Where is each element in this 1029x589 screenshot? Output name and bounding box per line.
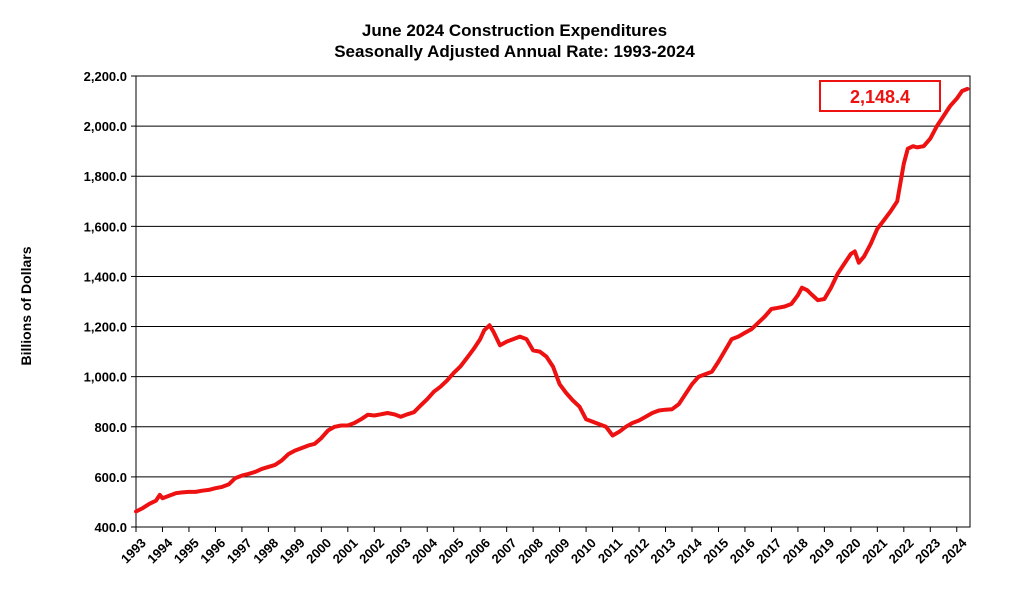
chart-title-block: June 2024 Construction Expenditures Seas… bbox=[0, 20, 1029, 62]
x-tick-label: 2015 bbox=[700, 535, 731, 566]
x-tick-label: 2005 bbox=[436, 535, 467, 566]
y-tick-label: 1,800.0 bbox=[84, 169, 127, 184]
y-tick-label: 1,000.0 bbox=[84, 370, 127, 385]
series-line bbox=[134, 86, 970, 514]
annotation-box bbox=[819, 80, 941, 112]
x-tick-label: 2006 bbox=[462, 535, 493, 566]
x-tick-label: 2002 bbox=[356, 535, 387, 566]
x-tick-label: 2020 bbox=[833, 535, 864, 566]
x-tick-label: 1995 bbox=[171, 535, 202, 566]
x-tick-label: 2007 bbox=[489, 535, 520, 566]
y-axis-ticks: 400.0 600.0 800.0 1,000.0 1,200.0 1,400.0 1,60… bbox=[84, 69, 136, 535]
x-tick-label: 2009 bbox=[541, 535, 572, 566]
x-tick-label: 2008 bbox=[515, 535, 546, 566]
y-tick-label: 600.0 bbox=[94, 470, 127, 485]
x-axis-ticks: 1993199419951996199719981999200020012002… bbox=[118, 527, 970, 566]
x-tick-label: 2001 bbox=[330, 535, 361, 566]
gridlines bbox=[136, 125, 970, 478]
x-tick-label: 2013 bbox=[647, 535, 678, 566]
x-tick-label: 2014 bbox=[674, 535, 706, 567]
x-tick-label: 2003 bbox=[383, 535, 414, 566]
plot-frame bbox=[135, 75, 971, 528]
y-tick-label: 2,200.0 bbox=[84, 69, 127, 84]
x-tick-label: 2012 bbox=[621, 535, 652, 566]
x-tick-label: 1994 bbox=[144, 535, 176, 567]
x-tick-label: 1993 bbox=[118, 535, 149, 566]
x-tick-label: 2019 bbox=[806, 535, 837, 566]
y-tick-label: 400.0 bbox=[94, 520, 127, 535]
x-tick-label: 1999 bbox=[277, 535, 308, 566]
x-tick-label: 2021 bbox=[859, 535, 890, 566]
y-tick-label: 1,400.0 bbox=[84, 269, 127, 284]
x-tick-label: 2016 bbox=[727, 535, 758, 566]
chart-title: June 2024 Construction Expenditures bbox=[361, 21, 668, 40]
annotation-value: 2,148.4 bbox=[850, 87, 910, 107]
y-tick-label: 1,600.0 bbox=[84, 219, 127, 234]
x-tick-label: 2024 bbox=[939, 535, 971, 567]
x-tick-label: 2000 bbox=[303, 535, 334, 566]
y-tick-label: 2,000.0 bbox=[84, 119, 127, 134]
x-tick-label: 2017 bbox=[753, 535, 784, 566]
chart-subtitle: Seasonally Adjusted Annual Rate: 1993-20… bbox=[334, 42, 695, 61]
x-tick-label: 1997 bbox=[224, 535, 255, 566]
x-tick-label: 2018 bbox=[780, 535, 811, 566]
y-tick-label: 1,200.0 bbox=[84, 320, 127, 335]
y-tick-label: 800.0 bbox=[94, 420, 127, 435]
x-tick-label: 1998 bbox=[250, 535, 281, 566]
x-tick-label: 1996 bbox=[197, 535, 228, 566]
x-tick-label: 2004 bbox=[409, 535, 441, 567]
x-tick-label: 2011 bbox=[595, 535, 626, 566]
x-tick-label: 2023 bbox=[912, 535, 943, 566]
x-tick-label: 2010 bbox=[568, 535, 599, 566]
x-tick-label: 2022 bbox=[886, 535, 917, 566]
